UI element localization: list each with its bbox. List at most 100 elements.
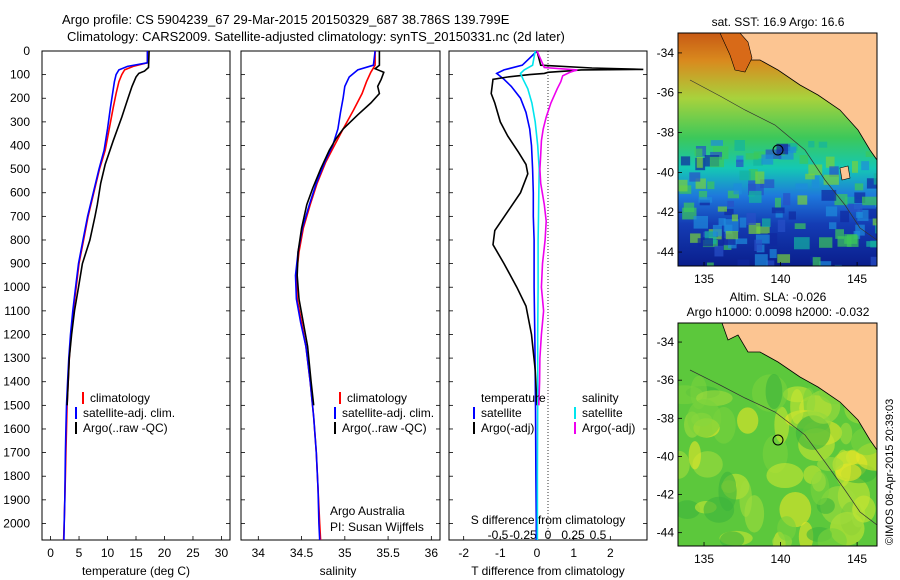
map-y-tick-label: -34 bbox=[657, 46, 675, 60]
salinity-x-axis: 34 34.5 35 35.5 36 bbox=[252, 536, 439, 560]
x-tick-label: 36 bbox=[425, 546, 439, 560]
sla-map bbox=[678, 323, 877, 546]
map-y-tick-label: -36 bbox=[657, 86, 675, 100]
map-x-tick-label: 145 bbox=[847, 552, 867, 566]
legend-label-satellite: satellite-adj. clim. bbox=[342, 406, 434, 420]
depth-tick-label: 1600 bbox=[3, 422, 30, 436]
legend-label-climatology: climatology bbox=[90, 391, 150, 405]
legend-label-climatology: climatology bbox=[347, 391, 407, 405]
difference-panel-frame bbox=[448, 50, 648, 541]
profile-line-satellite bbox=[495, 51, 538, 540]
salinity-legend: climatology satellite-adj. clim. Argo(..… bbox=[330, 391, 434, 534]
map-y-tick-label: -40 bbox=[657, 165, 675, 179]
map-y-tick-label: -44 bbox=[657, 526, 675, 540]
s-diff-tick-label: -0.5 bbox=[488, 528, 509, 542]
legend-label-satellite: satellite-adj. clim. bbox=[83, 406, 175, 420]
x-tick-label: 35 bbox=[338, 546, 352, 560]
sla-map-axes: 135 140 145 -34 -36 -38 -40 -42 -44 bbox=[657, 335, 868, 566]
s-diff-tick-label: 0.25 bbox=[561, 528, 585, 542]
depth-tick-label: 1900 bbox=[3, 493, 30, 507]
x-tick-label: 30 bbox=[215, 546, 229, 560]
depth-tick-label: 300 bbox=[10, 115, 30, 129]
legend-label-argo: Argo(..raw -QC) bbox=[342, 421, 427, 435]
depth-tick-label: 500 bbox=[10, 162, 30, 176]
annotation-argo-australia: Argo Australia bbox=[330, 504, 405, 518]
difference-profiles bbox=[490, 51, 644, 540]
map-y-tick-label: -42 bbox=[657, 205, 675, 219]
profile-location-marker bbox=[772, 144, 784, 156]
depth-tick-label: 1300 bbox=[3, 351, 30, 365]
map-y-tick-label: -34 bbox=[657, 335, 675, 349]
salinity-panel-frame bbox=[240, 50, 441, 541]
profile-location-marker bbox=[772, 434, 784, 446]
depth-tick-label: 1100 bbox=[4, 304, 30, 318]
profile-line-satellite-adj-clim- bbox=[63, 51, 149, 540]
x-tick-label: 35.5 bbox=[376, 546, 400, 560]
x-tick-label: 0 bbox=[534, 546, 541, 560]
depth-tick-label: 900 bbox=[10, 257, 30, 271]
imos-credit: ©IMOS 08-Apr-2015 20:39:03 bbox=[884, 399, 896, 545]
depth-tick-label: 2000 bbox=[3, 516, 30, 530]
profile-line-argo-raw-qc- bbox=[66, 51, 150, 406]
figure-title-line1: Argo profile: CS 5904239_67 29-Mar-2015 … bbox=[62, 12, 510, 27]
x-tick-label: 0 bbox=[47, 546, 54, 560]
depth-tick-label: 600 bbox=[10, 186, 30, 200]
depth-tick-label: 1700 bbox=[3, 446, 30, 460]
x-tick-label: 34 bbox=[252, 546, 266, 560]
t-difference-axis-label: T difference from climatology bbox=[471, 564, 625, 578]
x-tick-label: 1 bbox=[570, 546, 577, 560]
temperature-profiles bbox=[62, 51, 150, 540]
depth-tick-label: 1500 bbox=[3, 398, 30, 412]
depth-tick-label: 400 bbox=[10, 138, 30, 152]
profile-line-climatology bbox=[62, 51, 149, 540]
salinity-profiles bbox=[294, 51, 385, 540]
legend-label-s-satellite: satellite bbox=[582, 406, 623, 420]
figure-title-line2: Climatology: CARS2009. Satellite-adjuste… bbox=[67, 29, 565, 44]
legend-label-s-argo: Argo(-adj) bbox=[582, 421, 635, 435]
profile-line-argo-adj- bbox=[490, 51, 644, 406]
x-tick-label: 25 bbox=[186, 546, 200, 560]
map-x-tick-label: 145 bbox=[847, 272, 867, 286]
legend-heading-temperature: temperature bbox=[481, 391, 546, 405]
map-x-tick-label: 135 bbox=[694, 552, 714, 566]
map-x-tick-label: 140 bbox=[771, 272, 791, 286]
sst-map-axes: 135 140 145 -34 -36 -38 -40 -42 -44 bbox=[657, 46, 868, 286]
depth-tick-label: 700 bbox=[10, 209, 30, 223]
land-mass bbox=[678, 323, 877, 451]
temperature-axis-label: temperature (deg C) bbox=[82, 564, 190, 578]
profile-line-climatology bbox=[295, 51, 376, 540]
sla-map-subtitle: Argo h1000: 0.0098 h2000: -0.032 bbox=[687, 305, 870, 319]
profile-line-argo-adj- bbox=[536, 51, 578, 406]
sst-map bbox=[678, 33, 877, 266]
x-tick-label: -2 bbox=[458, 546, 469, 560]
s-diff-tick-label: 0.5 bbox=[590, 528, 607, 542]
annotation-pi-name: PI: Susan Wijffels bbox=[330, 520, 424, 534]
sst-map-title: sat. SST: 16.9 Argo: 16.6 bbox=[712, 15, 845, 29]
map-y-tick-label: -38 bbox=[657, 411, 675, 425]
difference-legend: temperature satellite Argo(-adj) salinit… bbox=[473, 391, 635, 435]
temperature-x-axis: 0 5 10 15 20 25 30 bbox=[47, 536, 228, 560]
map-y-tick-label: -38 bbox=[657, 126, 675, 140]
map-y-tick-label: -40 bbox=[657, 449, 675, 463]
depth-tick-label: 1200 bbox=[3, 327, 30, 341]
temperature-legend: climatology satellite-adj. clim. Argo(..… bbox=[75, 391, 175, 435]
depth-tick-label: 200 bbox=[10, 91, 30, 105]
legend-heading-salinity: salinity bbox=[582, 391, 619, 405]
temperature-panel-frame bbox=[41, 50, 231, 541]
map-x-tick-label: 140 bbox=[771, 552, 791, 566]
profile-line-satellite-adj-clim- bbox=[294, 51, 376, 540]
depth-tick-label: 800 bbox=[10, 233, 30, 247]
legend-label-argo: Argo(..raw -QC) bbox=[83, 421, 168, 435]
map-x-tick-label: 135 bbox=[694, 272, 714, 286]
profile-line-argo-raw-qc- bbox=[296, 51, 385, 406]
legend-label-t-satellite: satellite bbox=[481, 406, 522, 420]
map-y-tick-label: -44 bbox=[657, 245, 675, 259]
s-diff-tick-label: -0.25 bbox=[509, 528, 537, 542]
x-tick-label: 2 bbox=[607, 546, 614, 560]
x-tick-label: 20 bbox=[158, 546, 172, 560]
salinity-axis-label: salinity bbox=[320, 564, 357, 578]
depth-tick-label: 0 bbox=[23, 44, 30, 58]
x-tick-label: -1 bbox=[495, 546, 506, 560]
x-tick-label: 5 bbox=[76, 546, 83, 560]
